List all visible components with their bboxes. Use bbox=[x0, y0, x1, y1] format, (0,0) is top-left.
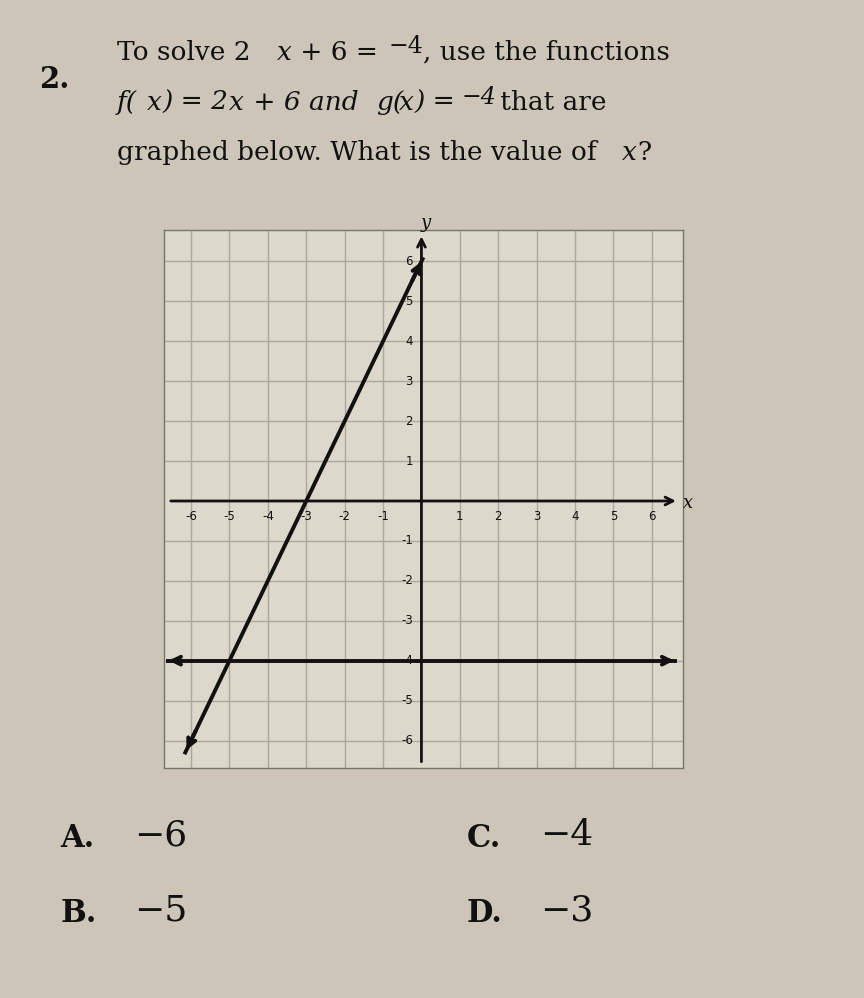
Text: -1: -1 bbox=[401, 534, 413, 548]
Text: −4: −4 bbox=[461, 86, 496, 109]
Text: ) =: ) = bbox=[415, 90, 464, 115]
Text: 2: 2 bbox=[405, 414, 413, 428]
Text: -3: -3 bbox=[301, 510, 312, 523]
Text: 3: 3 bbox=[405, 374, 413, 388]
Text: A.: A. bbox=[60, 823, 95, 854]
Text: To solve 2: To solve 2 bbox=[117, 40, 251, 65]
Text: -2: -2 bbox=[339, 510, 351, 523]
Text: x: x bbox=[683, 494, 694, 512]
Text: −3: −3 bbox=[540, 893, 594, 927]
Text: that are: that are bbox=[492, 90, 607, 115]
Text: 5: 5 bbox=[405, 294, 413, 308]
Text: + 6 =: + 6 = bbox=[292, 40, 386, 65]
Text: −4: −4 bbox=[540, 818, 594, 852]
Text: , use the functions: , use the functions bbox=[423, 40, 670, 65]
Text: B.: B. bbox=[60, 898, 97, 929]
Text: -4: -4 bbox=[262, 510, 274, 523]
Text: -1: -1 bbox=[377, 510, 389, 523]
Text: y: y bbox=[421, 214, 431, 232]
Text: 2: 2 bbox=[494, 510, 502, 523]
Text: x: x bbox=[622, 140, 637, 165]
Text: −4: −4 bbox=[389, 35, 423, 58]
Text: ) = 2: ) = 2 bbox=[162, 90, 228, 115]
Text: -3: -3 bbox=[401, 614, 413, 628]
Text: −5: −5 bbox=[134, 893, 187, 927]
Text: graphed below. What is the value of: graphed below. What is the value of bbox=[117, 140, 605, 165]
Text: -6: -6 bbox=[185, 510, 197, 523]
Text: -2: -2 bbox=[401, 574, 413, 588]
Text: −6: −6 bbox=[134, 818, 187, 852]
Text: -5: -5 bbox=[224, 510, 235, 523]
Text: 5: 5 bbox=[610, 510, 617, 523]
Text: 6: 6 bbox=[648, 510, 656, 523]
Text: 4: 4 bbox=[405, 334, 413, 348]
Text: D.: D. bbox=[467, 898, 503, 929]
Text: -4: -4 bbox=[401, 654, 413, 668]
Text: -6: -6 bbox=[401, 734, 413, 748]
Text: + 6 and: + 6 and bbox=[245, 90, 366, 115]
Text: x: x bbox=[399, 90, 414, 115]
Text: 6: 6 bbox=[405, 254, 413, 268]
Text: g(: g( bbox=[376, 90, 403, 115]
Text: 3: 3 bbox=[533, 510, 540, 523]
Text: 1: 1 bbox=[405, 454, 413, 468]
Text: ?: ? bbox=[638, 140, 651, 165]
Text: f(: f( bbox=[117, 90, 137, 115]
Text: x: x bbox=[276, 40, 291, 65]
Text: C.: C. bbox=[467, 823, 501, 854]
Text: -5: -5 bbox=[401, 694, 413, 708]
Text: x: x bbox=[229, 90, 244, 115]
Text: 1: 1 bbox=[456, 510, 464, 523]
Text: x: x bbox=[147, 90, 162, 115]
Text: 2.: 2. bbox=[39, 65, 69, 94]
Text: 4: 4 bbox=[571, 510, 579, 523]
